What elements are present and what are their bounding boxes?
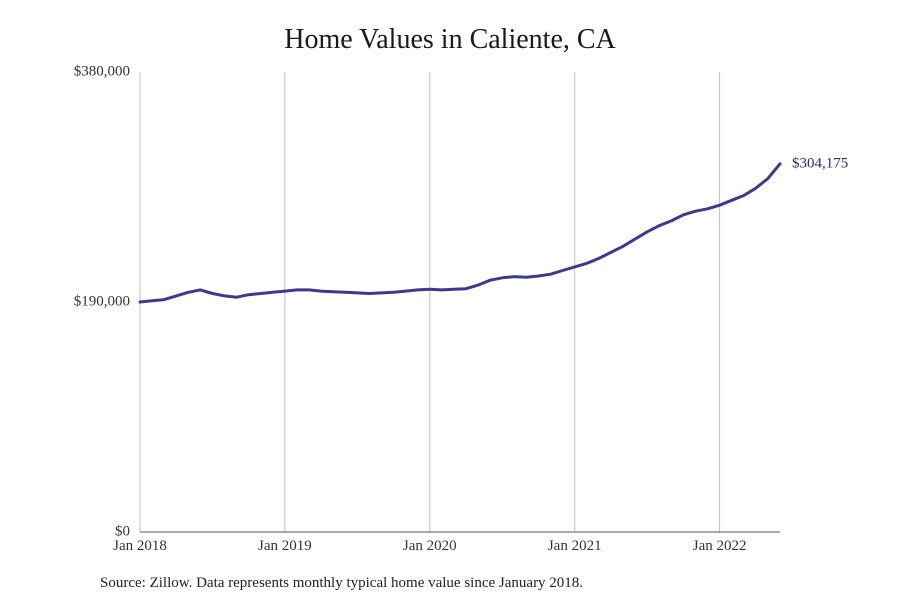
chart-svg	[0, 60, 900, 540]
x-tick-label: Jan 2021	[548, 538, 602, 555]
y-tick-label: $380,000	[0, 64, 130, 81]
x-tick-label: Jan 2019	[258, 538, 312, 555]
x-tick-label: Jan 2020	[403, 538, 457, 555]
source-note: Source: Zillow. Data represents monthly …	[100, 575, 583, 592]
series-end-label: $304,175	[792, 155, 848, 172]
chart-area: $0$190,000$380,000 Jan 2018Jan 2019Jan 2…	[0, 60, 900, 540]
y-tick-label: $0	[0, 524, 130, 541]
x-tick-label: Jan 2018	[113, 538, 167, 555]
chart-title: Home Values in Caliente, CA	[0, 24, 900, 56]
x-tick-label: Jan 2022	[693, 538, 747, 555]
chart-container: Home Values in Caliente, CA $0 $190,000 $3…	[0, 0, 900, 600]
y-tick-label: $190,000	[0, 294, 130, 311]
